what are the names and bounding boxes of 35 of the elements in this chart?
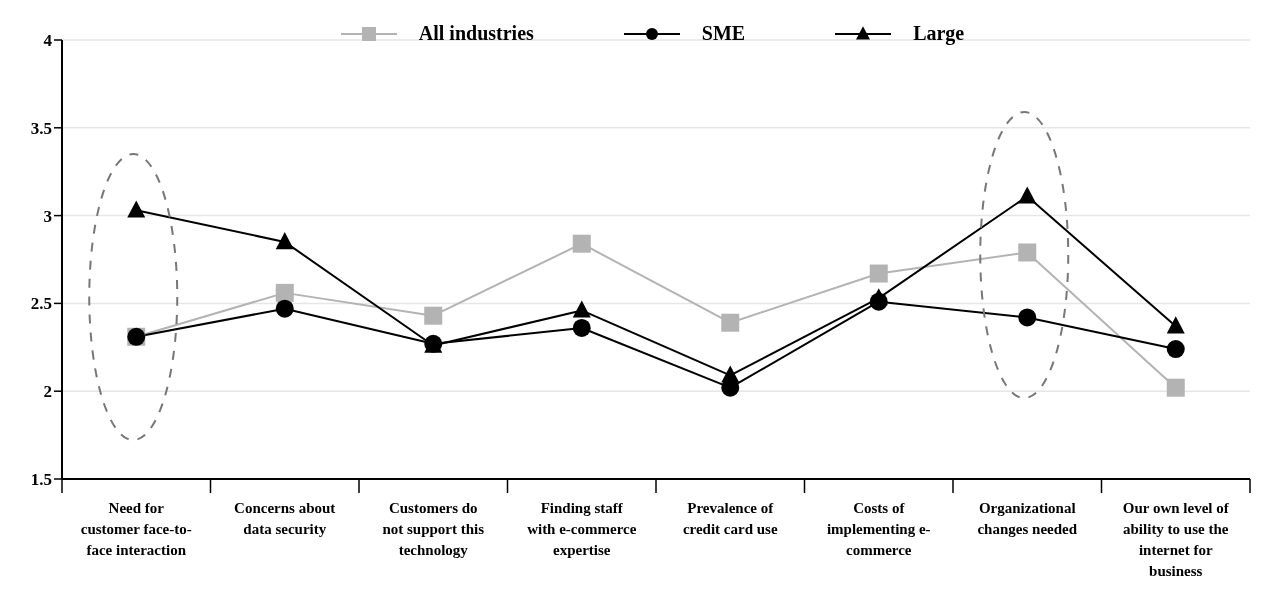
point — [1018, 308, 1037, 327]
point — [1166, 316, 1185, 334]
point — [1166, 378, 1185, 397]
point — [721, 313, 740, 332]
point — [275, 283, 294, 302]
x-tick-label: Organizational changes needed — [977, 500, 1078, 537]
y-tick-label: 1.5 — [30, 470, 52, 490]
x-tick-label: Customers do not support this technology — [382, 500, 485, 558]
y-tick-label: 2.5 — [30, 294, 52, 314]
point — [424, 306, 443, 325]
legend-label: SME — [701, 22, 746, 45]
point — [869, 264, 888, 283]
point — [1166, 340, 1185, 359]
point — [275, 232, 294, 250]
y-tick-label: 4 — [43, 31, 53, 51]
x-tick-label: Finding staff with e-commerce expertise — [527, 500, 637, 558]
y-tick-label: 2 — [43, 382, 52, 402]
point — [127, 200, 146, 218]
y-tick-label: 3 — [43, 206, 52, 226]
x-tick-label: Our own level of ability to use the internet for business — [1122, 500, 1230, 579]
y-tick-label: 3.5 — [30, 118, 52, 138]
legend-label: Large — [913, 22, 965, 45]
x-tick-label: Prevalence of credit card use — [682, 500, 778, 537]
x-tick-label: Need for customer face-to-face interaction — [80, 500, 192, 558]
x-tick-label: Concerns about data security — [234, 500, 336, 537]
point — [572, 318, 591, 337]
point — [721, 365, 740, 383]
point — [275, 299, 294, 318]
legend-label: All industries — [418, 22, 534, 45]
point — [869, 288, 888, 306]
point — [572, 300, 591, 318]
point — [1018, 186, 1037, 204]
x-tick-label: Costs of implementing e-commerce — [826, 500, 931, 558]
point — [572, 234, 591, 253]
point — [1018, 243, 1037, 262]
